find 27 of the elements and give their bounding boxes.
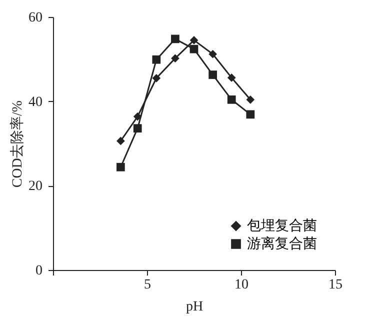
point — [246, 110, 255, 119]
point — [133, 112, 142, 121]
y-axis-title: COD去除率/% — [10, 100, 26, 188]
y-tick-label: 0 — [36, 264, 42, 278]
x-axis-title: pH — [186, 300, 204, 314]
point — [171, 54, 180, 63]
y-tick-label: 40 — [28, 94, 42, 110]
legend-label: 包埋复合菌 — [247, 218, 317, 234]
x-tick-label: 10 — [234, 278, 248, 292]
x-tick-label: 5 — [144, 278, 151, 292]
point — [208, 50, 217, 58]
point — [208, 70, 217, 79]
point — [133, 124, 142, 133]
y-tick-label: 60 — [28, 10, 42, 26]
point — [116, 162, 125, 172]
point — [116, 136, 125, 146]
point — [190, 36, 198, 44]
x-tick-label: 15 — [328, 278, 342, 292]
point — [171, 34, 180, 44]
point — [190, 44, 198, 54]
point — [227, 74, 236, 82]
legend-label: 游离复合菌 — [247, 236, 317, 252]
point — [152, 74, 161, 82]
y-tick-label: 20 — [28, 179, 42, 194]
point — [152, 55, 161, 64]
point — [227, 95, 236, 104]
point — [246, 95, 255, 104]
